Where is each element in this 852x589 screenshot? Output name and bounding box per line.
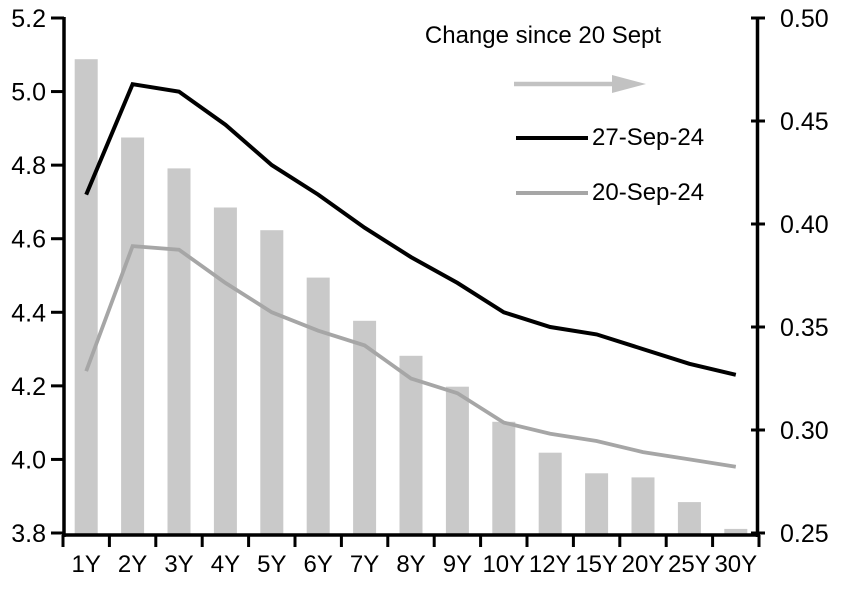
bar (213, 207, 237, 535)
x-axis-category-label: 4Y (211, 551, 240, 578)
left-axis-tick-label: 3.8 (11, 520, 46, 548)
bar (677, 502, 701, 535)
legend-line-20sep (516, 191, 588, 195)
x-axis-category-label: 8Y (396, 551, 425, 578)
right-axis-tick-label: 0.30 (780, 417, 829, 445)
x-axis-category-label: 25Y (668, 551, 711, 578)
x-axis-category-label: 10Y (482, 551, 525, 578)
left-axis-tick-label: 4.4 (11, 299, 46, 327)
bar (167, 168, 191, 535)
series-line-27-sep-24 (84, 81, 737, 377)
bar (306, 277, 330, 535)
bar (121, 137, 145, 535)
legend-change-title: Change since 20 Sept (424, 22, 662, 49)
x-axis-category-label: 3Y (164, 551, 193, 578)
left-axis-tick-label: 4.8 (11, 152, 46, 180)
x-axis-category-label: 5Y (257, 551, 286, 578)
legend-label-27sep: 27-Sep-24 (592, 124, 705, 151)
bar (492, 421, 516, 535)
right-axis-tick-label: 0.25 (780, 520, 829, 548)
legend-line-27sep (516, 136, 588, 140)
bar (585, 473, 609, 535)
left-axis-tick-label: 4.6 (11, 226, 46, 254)
x-axis-category-label: 1Y (72, 551, 101, 578)
bar (353, 320, 377, 535)
bar (74, 59, 98, 535)
left-axis-tick-label: 5.2 (11, 5, 46, 33)
bar (631, 477, 655, 535)
change-arrow-icon (514, 75, 646, 93)
left-axis-tick-label: 4.0 (11, 446, 46, 474)
x-axis-category-label: 15Y (575, 551, 618, 578)
x-axis-category-label: 2Y (118, 551, 147, 578)
right-axis-tick-label: 0.40 (780, 211, 829, 239)
x-axis-category-label: 9Y (443, 551, 472, 578)
left-axis-tick-label: 4.2 (11, 373, 46, 401)
bar (399, 355, 423, 535)
right-axis-tick-label: 0.45 (780, 108, 829, 136)
x-axis-category-label: 20Y (622, 551, 665, 578)
bar (538, 452, 562, 535)
legend-label-20sep: 20-Sep-24 (592, 179, 705, 206)
right-axis-tick-label: 0.50 (780, 5, 829, 33)
x-axis-category-label: 7Y (350, 551, 379, 578)
x-axis-category-label: 6Y (304, 551, 333, 578)
right-axis-tick-label: 0.35 (780, 314, 829, 342)
left-axis-tick-label: 5.0 (11, 79, 46, 107)
bar (445, 386, 469, 535)
bar (260, 230, 284, 535)
x-axis-category-label: 12Y (529, 551, 572, 578)
series-line-20-sep-24 (84, 244, 737, 469)
x-axis-category-label: 30Y (714, 551, 757, 578)
bar (724, 528, 748, 535)
